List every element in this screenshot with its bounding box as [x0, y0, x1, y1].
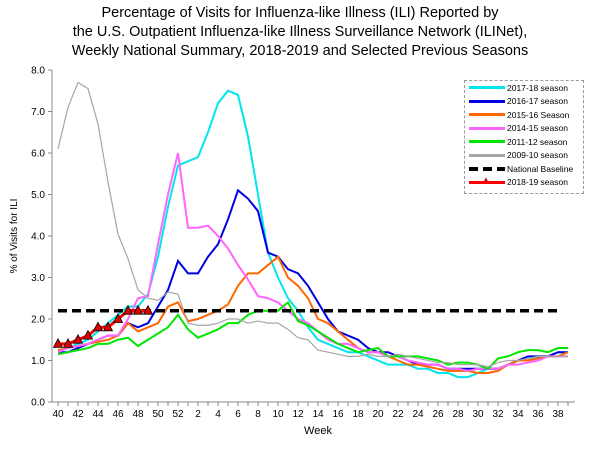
legend-item-2011-12-season: 2011-12 season: [465, 135, 583, 149]
legend-swatch: [469, 166, 505, 171]
x-axis-label: Week: [304, 425, 332, 437]
x-tick-label: 46: [112, 409, 124, 420]
y-tick-label: 7.0: [31, 107, 45, 118]
y-tick-label: 4.0: [31, 232, 45, 243]
x-tick-label: 36: [532, 409, 544, 420]
x-tick-label: 30: [472, 409, 484, 420]
x-tick-label: 10: [272, 409, 284, 420]
data-point-2018-19-season: [52, 338, 64, 348]
x-tick-label: 42: [72, 409, 84, 420]
data-point-2018-19-season: [102, 321, 114, 332]
x-tick-label: 6: [235, 409, 241, 420]
x-tick-label: 32: [492, 409, 504, 420]
title-line-3: Weekly National Summary, 2018-2019 and S…: [71, 43, 529, 59]
legend-item-2014-15-season: 2014-15 season: [465, 122, 583, 136]
legend-label: 2009-10 season: [507, 150, 568, 161]
data-point-2018-19-season: [62, 338, 74, 348]
data-point-2018-19-season: [112, 313, 124, 323]
chart-title: Percentage of Visits for Influenza-like …: [0, 4, 600, 61]
legend-label: National Baseline: [507, 163, 574, 174]
series-line-2009-10-season: [57, 81, 568, 368]
x-tick-label: 28: [452, 409, 464, 420]
legend-swatch: [469, 86, 505, 90]
x-tick-label: 2: [195, 409, 201, 420]
y-tick-label: 6.0: [31, 149, 45, 160]
legend-item-2015-16-season: 2015-16 Season: [465, 108, 583, 122]
legend-label: 2011-12 season: [507, 136, 568, 147]
x-tick-label: 4: [215, 409, 221, 420]
data-point-2018-19-season: [132, 304, 144, 315]
x-tick-label: 50: [152, 409, 164, 420]
y-axis-label: % of Visits for ILI: [9, 199, 20, 274]
x-tick-label: 48: [132, 409, 144, 420]
legend: 2017-18 season 2016-17 season 2015-16 Seas…: [464, 80, 584, 194]
data-point-2018-19-season: [122, 304, 134, 315]
series-line-2017-18-season: [57, 89, 568, 379]
legend-swatch: [469, 126, 505, 130]
x-tick-label: 12: [292, 409, 304, 420]
y-tick-label: 2.0: [31, 315, 45, 326]
x-tick-label: 34: [512, 409, 524, 420]
legend-label: 2017-18 season: [507, 82, 568, 93]
legend-label: 2014-15 season: [507, 123, 568, 134]
data-point-2018-19-season: [82, 329, 94, 340]
legend-label: 2015-16 Season: [507, 109, 570, 120]
legend-item-2018-19-season: ▲ 2018-19 season: [465, 175, 583, 190]
title-line-2: the U.S. Outpatient Influenza-like Illne…: [72, 24, 528, 40]
data-point-2018-19-season: [142, 304, 154, 315]
y-tick-label: 1.0: [31, 356, 45, 367]
triangle-marker-icon: ▲: [482, 174, 490, 184]
legend-item-national-baseline: National Baseline: [465, 162, 583, 176]
legend-label: 2018-19 season: [507, 177, 568, 188]
y-tick-label: 3.0: [31, 273, 45, 284]
x-tick-label: 22: [392, 409, 404, 420]
title-line-1: Percentage of Visits for Influenza-like …: [101, 5, 499, 21]
legend-label: 2016-17 season: [507, 96, 568, 107]
series-line-2018-19-season: [58, 309, 148, 346]
legend-item-2016-17-season: 2016-17 season: [465, 95, 583, 109]
x-tick-label: 14: [312, 409, 324, 420]
x-tick-label: 40: [52, 409, 64, 420]
legend-item-2017-18-season: 2017-18 season: [465, 81, 583, 95]
data-point-2018-19-season: [92, 321, 104, 332]
series-line-2015-16-season: [57, 255, 569, 374]
y-tick-label: 8.0: [31, 66, 45, 77]
x-tick-label: 38: [552, 409, 564, 420]
legend-swatch: ▲: [469, 175, 505, 184]
legend-item-2009-10-season: 2009-10 season: [465, 149, 583, 163]
x-tick-label: 44: [92, 409, 104, 420]
x-tick-label: 52: [172, 409, 184, 420]
x-tick-label: 20: [372, 409, 384, 420]
x-tick-label: 24: [412, 409, 424, 420]
x-tick-label: 18: [352, 409, 364, 420]
x-tick-label: 26: [432, 409, 444, 420]
series-line-2011-12-season: [57, 300, 568, 370]
x-tick-label: 16: [332, 409, 344, 420]
x-tick-label: 8: [255, 409, 261, 420]
data-point-2018-19-season: [72, 333, 84, 344]
legend-swatch: [469, 153, 505, 157]
y-tick-label: 0.0: [31, 398, 45, 409]
legend-swatch: [469, 113, 505, 117]
legend-swatch: [469, 99, 505, 103]
y-tick-label: 5.0: [31, 190, 45, 201]
legend-swatch: [469, 140, 505, 144]
